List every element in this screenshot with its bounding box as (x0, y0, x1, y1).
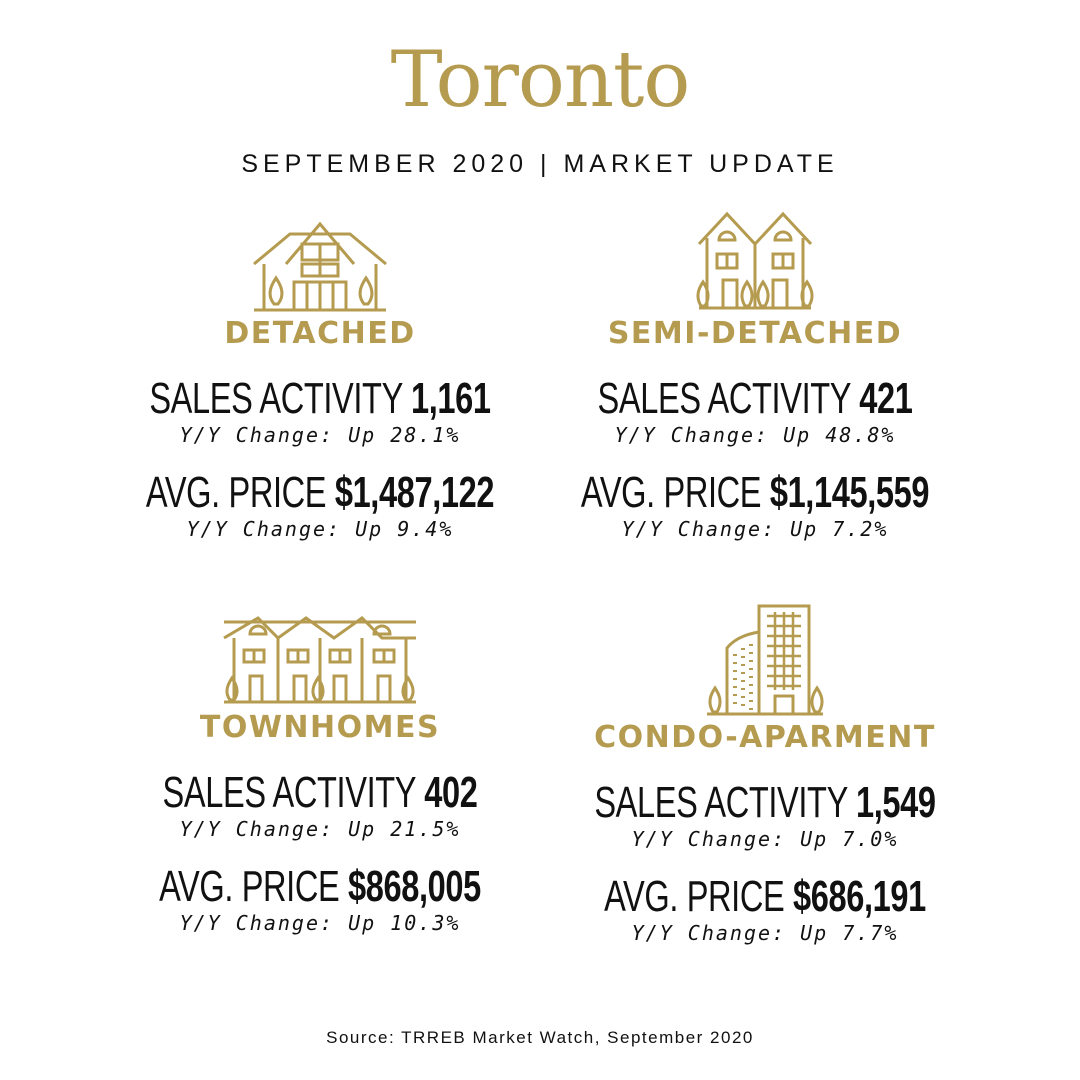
page-title: Toronto (390, 35, 691, 125)
sales-label: SALES ACTIVITY (162, 768, 416, 817)
condo-card: CONDO-APARMENT SALES ACTIVITY 1,549 Y/Y … (495, 602, 1035, 946)
sales-change: Y/Y Change: Up 7.0% (631, 827, 899, 851)
sales-value: 1,549 (856, 778, 936, 827)
sales-label: SALES ACTIVITY (597, 374, 851, 423)
source-footnote: Source: TRREB Market Watch, September 20… (326, 1028, 754, 1047)
sales-value: 421 (859, 374, 913, 423)
sales-activity: SALES ACTIVITY 421 (555, 376, 955, 422)
sales-label: SALES ACTIVITY (594, 778, 848, 827)
sales-value: 402 (424, 768, 478, 817)
price-change: Y/Y Change: Up 9.4% (186, 517, 454, 541)
page-subtitle: SEPTEMBER 2020 | MARKET UPDATE (241, 150, 839, 178)
price-value: $686,191 (793, 872, 926, 921)
semi-detached-card: SEMI-DETACHED SALES ACTIVITY 421 Y/Y Cha… (485, 208, 1025, 542)
townhomes-icon (223, 616, 416, 704)
avg-price: AVG. PRICE $686,191 (565, 874, 965, 920)
sales-change: Y/Y Change: Up 48.8% (614, 423, 896, 447)
sales-value: 1,161 (411, 374, 491, 423)
semi-detached-house-icon (696, 211, 814, 310)
detached-house-icon (253, 221, 387, 312)
avg-price: AVG. PRICE $1,487,122 (120, 470, 520, 516)
sales-activity: SALES ACTIVITY 1,161 (120, 376, 520, 422)
property-type-label: SEMI-DETACHED (607, 316, 903, 351)
avg-price: AVG. PRICE $868,005 (120, 864, 520, 910)
price-label: AVG. PRICE (159, 862, 340, 911)
price-label: AVG. PRICE (580, 468, 762, 517)
price-value: $1,487,122 (334, 468, 495, 517)
price-value: $1,145,559 (769, 468, 930, 517)
price-label: AVG. PRICE (604, 872, 785, 921)
price-value: $868,005 (348, 862, 481, 911)
sales-activity: SALES ACTIVITY 1,549 (565, 780, 965, 826)
detached-card: DETACHED SALES ACTIVITY 1,161 Y/Y Change… (50, 218, 590, 542)
price-label: AVG. PRICE (145, 468, 327, 517)
sales-change: Y/Y Change: Up 21.5% (179, 817, 461, 841)
price-change: Y/Y Change: Up 10.3% (179, 911, 461, 935)
condo-building-icon (707, 604, 824, 716)
property-type-label: TOWNHOMES (199, 710, 441, 745)
property-type-label: CONDO-APARMENT (594, 720, 936, 755)
price-change: Y/Y Change: Up 7.7% (631, 921, 899, 945)
price-change: Y/Y Change: Up 7.2% (621, 517, 889, 541)
sales-activity: SALES ACTIVITY 402 (120, 770, 520, 816)
avg-price: AVG. PRICE $1,145,559 (555, 470, 955, 516)
townhomes-card: TOWNHOMES SALES ACTIVITY 402 Y/Y Change:… (50, 612, 590, 936)
sales-label: SALES ACTIVITY (149, 374, 403, 423)
sales-change: Y/Y Change: Up 28.1% (179, 423, 461, 447)
property-type-label: DETACHED (224, 316, 416, 351)
